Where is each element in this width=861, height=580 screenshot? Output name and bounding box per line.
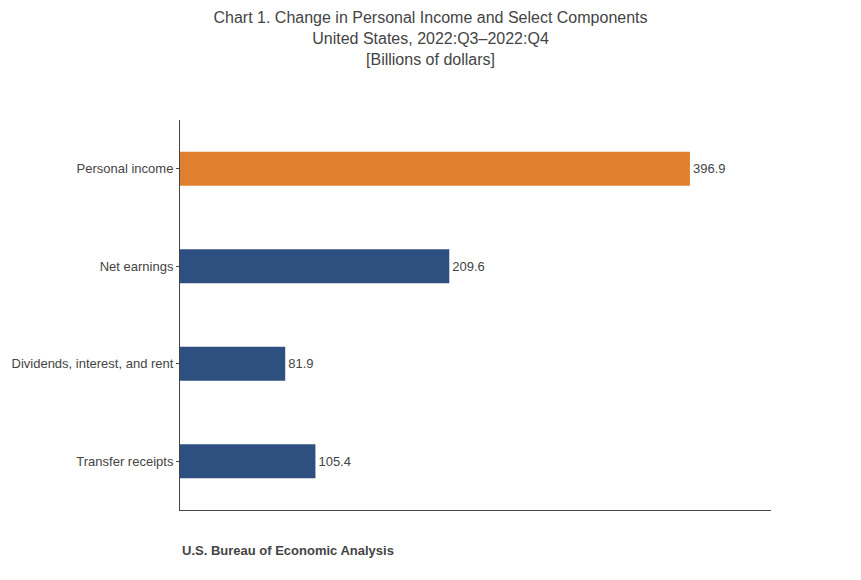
svg-text:Personal income: Personal income xyxy=(77,161,174,176)
svg-text:Chart 1. Change in Personal In: Chart 1. Change in Personal Income and S… xyxy=(213,9,647,68)
svg-text:U.S. Bureau of Economic Analys: U.S. Bureau of Economic Analysis xyxy=(182,543,394,558)
svg-text:Dividends, interest, and rent: Dividends, interest, and rent xyxy=(12,356,174,371)
svg-text:209.6: 209.6 xyxy=(452,259,485,274)
svg-text:105.4: 105.4 xyxy=(318,454,351,469)
svg-text:81.9: 81.9 xyxy=(288,356,313,371)
svg-text:Net earnings: Net earnings xyxy=(100,259,174,274)
svg-text:Transfer receipts: Transfer receipts xyxy=(76,454,174,469)
svg-text:396.9: 396.9 xyxy=(693,161,726,176)
